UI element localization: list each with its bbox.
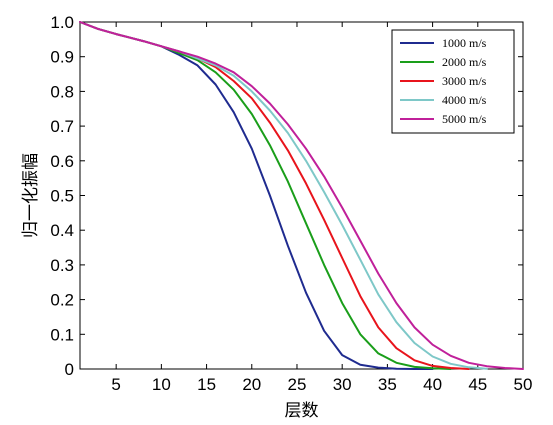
- series-line-1000-m-s: [79, 21, 434, 370]
- x-tick-label: 25: [288, 375, 307, 394]
- x-axis-title: 层数: [285, 401, 319, 421]
- series-line-5000-m-s: [79, 21, 524, 370]
- y-tick-label: 0.5: [50, 187, 74, 206]
- y-tick-label: 0.8: [50, 82, 74, 101]
- legend-label: 1000 m/s: [442, 36, 487, 50]
- x-tick-label: 50: [514, 375, 533, 394]
- series-layer: [79, 21, 524, 370]
- y-tick-label: 0.9: [50, 48, 74, 67]
- legend-label: 4000 m/s: [442, 93, 487, 107]
- axis-ticks: 5 10 15 20 25 30 35 40 45 50 0 0.1 0.2 0.3 0.4 0.5 0.6 0.…: [50, 13, 532, 394]
- y-tick-label: 0.3: [50, 256, 74, 275]
- y-tick-label: 0.6: [50, 152, 74, 171]
- x-tick-label: 40: [423, 375, 442, 394]
- y-tick-label: 0.1: [50, 325, 74, 344]
- x-tick-label: 15: [197, 375, 216, 394]
- x-tick-label: 20: [242, 375, 261, 394]
- x-tick-label: 5: [111, 375, 120, 394]
- x-tick-label: 35: [378, 375, 397, 394]
- x-tick-label: 45: [468, 375, 487, 394]
- legend-label: 5000 m/s: [442, 112, 487, 126]
- y-tick-label: 0.7: [50, 117, 74, 136]
- legend-label: 2000 m/s: [442, 55, 487, 69]
- y-tick-label: 0: [65, 360, 74, 379]
- legend: 1000 m/s 2000 m/s 3000 m/s 4000 m/s 5000 m/s: [391, 29, 515, 134]
- x-tick-label: 30: [333, 375, 352, 394]
- x-tick-label: 10: [152, 375, 171, 394]
- y-tick-label: 0.4: [50, 221, 74, 240]
- y-axis-title: 归一化振幅: [21, 153, 41, 238]
- legend-label: 3000 m/s: [442, 74, 487, 88]
- y-tick-label: 1.0: [50, 13, 74, 32]
- y-tick-label: 0.2: [50, 291, 74, 310]
